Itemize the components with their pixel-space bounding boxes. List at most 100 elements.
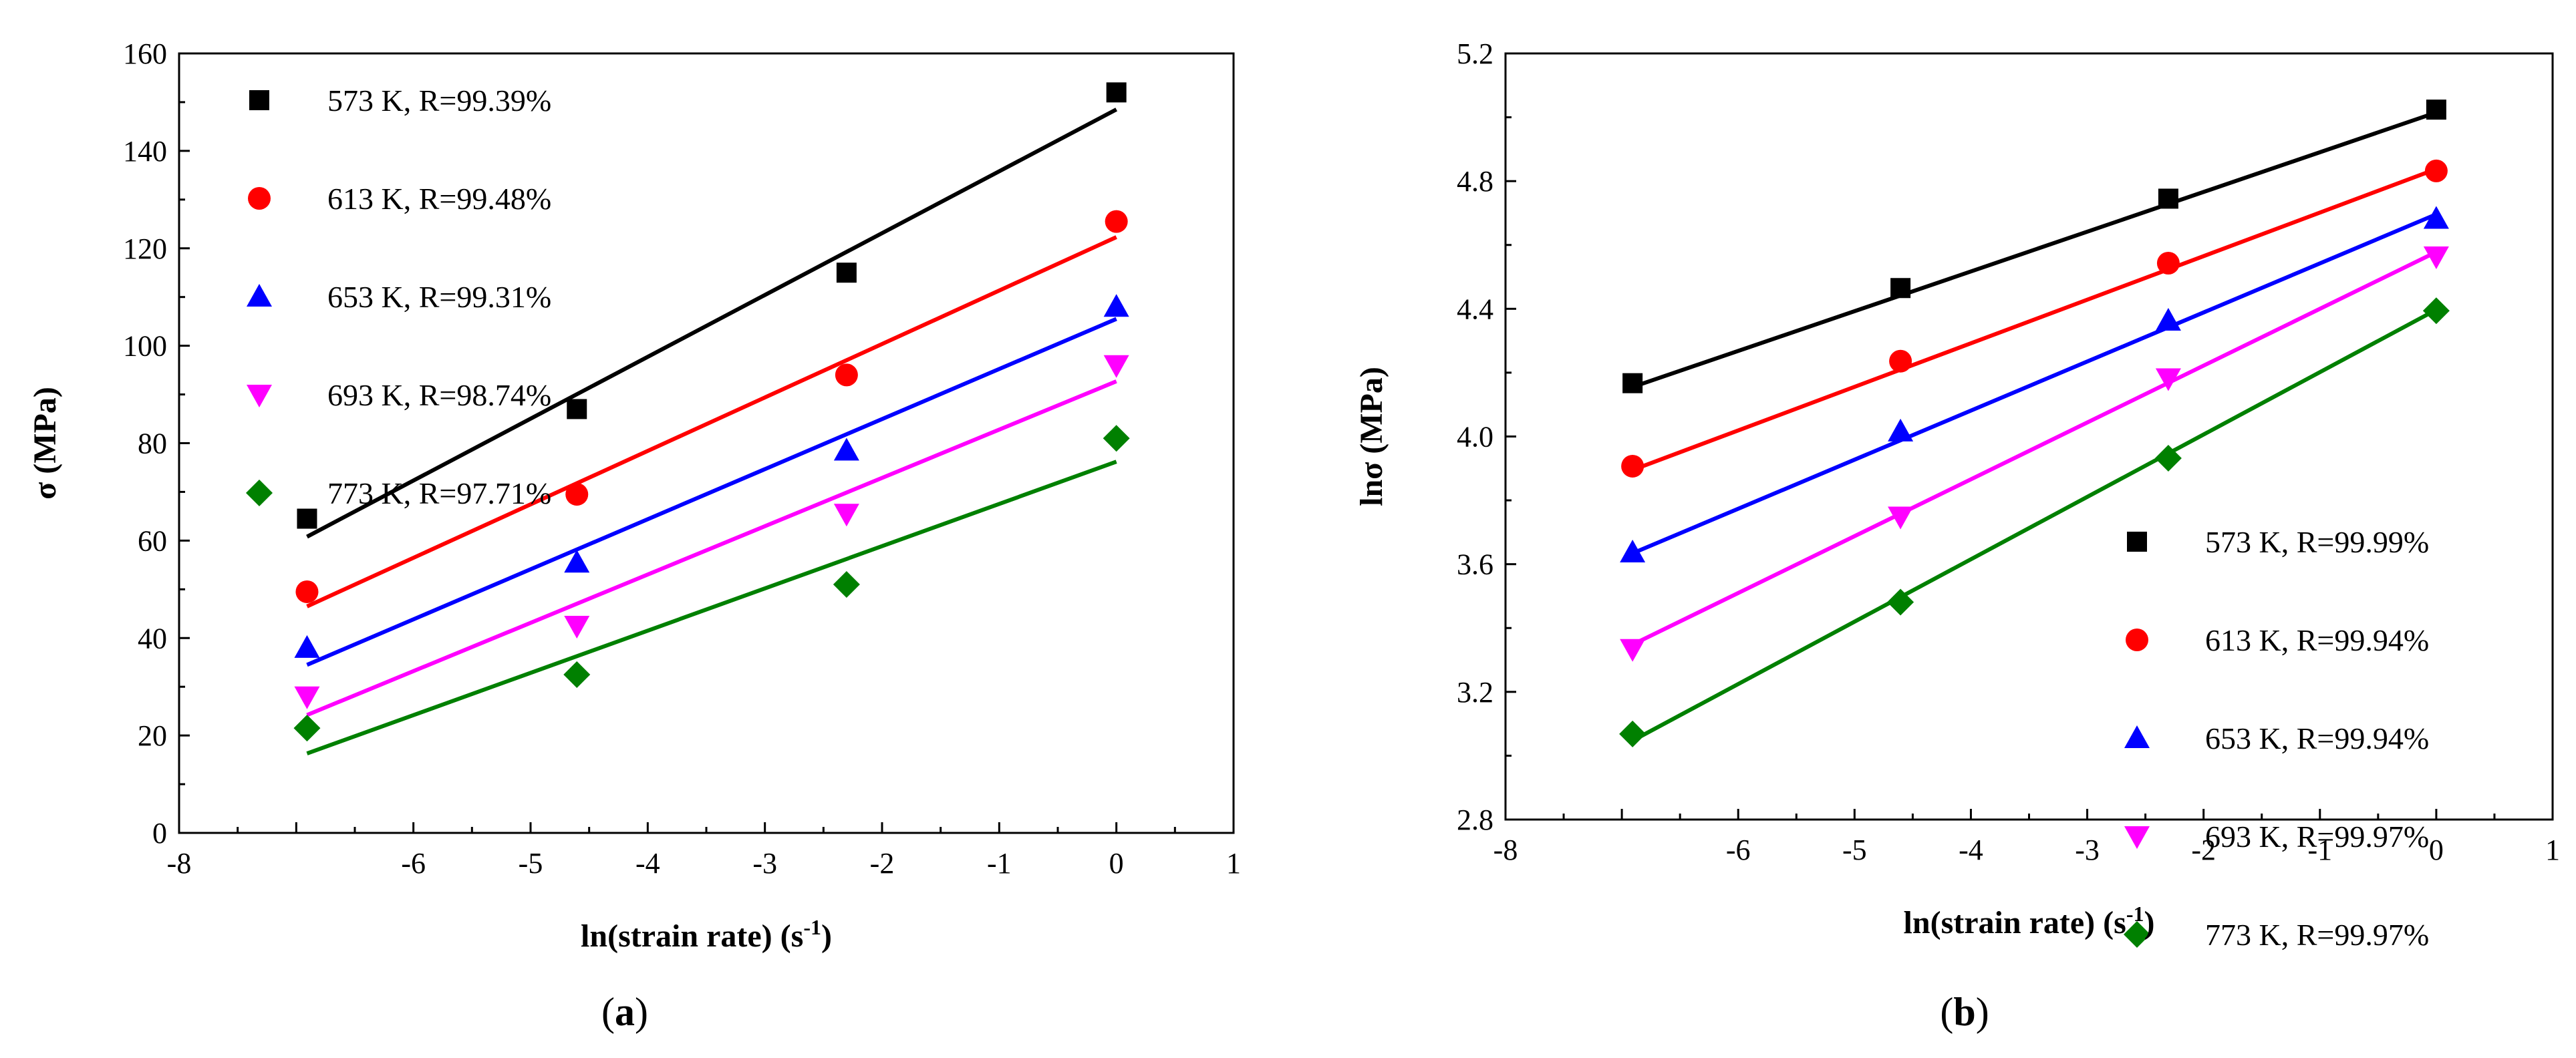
x-tick-label: -8 xyxy=(167,847,192,880)
data-point xyxy=(836,262,857,283)
x-tick-label: -5 xyxy=(519,847,543,880)
legend-label: 613 K, R=99.94% xyxy=(2205,623,2429,657)
data-point xyxy=(1887,588,1914,616)
x-tick-label: -1 xyxy=(2307,834,2332,866)
y-tick-label: 5.2 xyxy=(1457,37,1493,70)
fit-line xyxy=(1631,250,2438,647)
legend-label: 693 K, R=98.74% xyxy=(327,378,551,412)
data-point xyxy=(293,715,321,742)
y-tick-label: 4.0 xyxy=(1457,421,1493,454)
data-point xyxy=(2426,100,2446,120)
x-tick-label: -5 xyxy=(1842,834,1867,866)
series-3 xyxy=(294,355,1129,717)
y-tick-label: 4.4 xyxy=(1457,293,1493,325)
x-tick-label: 1 xyxy=(1226,847,1241,880)
y-axis-label: σ (MPa) xyxy=(27,387,63,500)
legend-label: 693 K, R=99.97% xyxy=(2205,820,2429,854)
x-tick-label: 0 xyxy=(1109,847,1124,880)
x-axis-label-sup: -1 xyxy=(2126,902,2144,926)
x-tick-label: -3 xyxy=(752,847,777,880)
data-point xyxy=(833,504,859,527)
data-point xyxy=(294,635,320,658)
legend-label: 773 K, R=99.97% xyxy=(2205,918,2429,952)
data-point xyxy=(1620,539,1646,562)
legend-marker xyxy=(248,187,271,210)
panel-b-chart: -8 -6 -5 -4 -3 -2 -1 0 1 2.8 3.2 3.6 4.0 4.4 4.8 5.2 573… xyxy=(1354,37,2560,1034)
fit-line xyxy=(306,317,1117,667)
data-point xyxy=(1620,639,1646,662)
data-point xyxy=(295,580,319,603)
data-point xyxy=(2154,444,2182,472)
y-tick-label: 4.8 xyxy=(1457,165,1493,198)
x-tick-label: -4 xyxy=(1959,834,1983,866)
y-tick-label: 120 xyxy=(123,232,167,265)
panel-label-open: ( xyxy=(601,990,615,1034)
series-0 xyxy=(1622,100,2446,393)
data-point xyxy=(1103,355,1129,378)
x-axis-label-main: ln(strain rate) (s xyxy=(581,918,803,954)
y-tick-label: 60 xyxy=(138,524,167,557)
series-0 xyxy=(297,82,1127,539)
legend-marker xyxy=(2127,532,2147,552)
series-4 xyxy=(293,425,1130,755)
data-point xyxy=(1619,720,1647,747)
x-axis-label-tail: ) xyxy=(821,918,832,954)
fit-line xyxy=(306,235,1117,608)
series-1 xyxy=(295,210,1128,608)
y-tick-label: 140 xyxy=(123,135,167,168)
legend-marker xyxy=(2124,725,2150,748)
fit-line xyxy=(1632,110,2437,389)
x-tick-label: -6 xyxy=(401,847,426,880)
y-axis-label: lnσ (MPa) xyxy=(1354,367,1389,506)
y-tick-label: 40 xyxy=(138,622,167,655)
data-point xyxy=(2424,159,2448,182)
fit-line xyxy=(306,460,1117,755)
data-point xyxy=(1889,349,1912,373)
legend-label: 653 K, R=99.31% xyxy=(327,280,551,314)
y-tick-label: 3.2 xyxy=(1457,676,1493,709)
legend-marker xyxy=(2124,921,2150,948)
data-point xyxy=(2422,297,2450,325)
data-point xyxy=(567,399,587,419)
data-point xyxy=(833,437,859,461)
legend-label: 573 K, R=99.39% xyxy=(327,83,551,118)
data-point xyxy=(1105,210,1128,233)
panel-label-letter: a xyxy=(615,990,635,1034)
data-point xyxy=(294,686,320,709)
legend-label: 773 K, R=97.71% xyxy=(327,476,551,510)
panel-a-chart: -8 -6 -5 -4 -3 -2 -1 0 1020406080100120140160573… xyxy=(27,37,1241,1034)
x-tick-label: -2 xyxy=(2191,834,2216,866)
data-point xyxy=(833,571,860,598)
data-point xyxy=(1622,373,1643,393)
panel-label-letter: b xyxy=(1953,990,1975,1034)
series-4 xyxy=(1619,297,2450,747)
legend-marker xyxy=(246,480,273,506)
x-tick-label: -1 xyxy=(987,847,1012,880)
y-tick-label: 80 xyxy=(138,427,167,460)
data-point xyxy=(2423,246,2449,269)
legend-marker xyxy=(247,284,272,307)
legend-label: 613 K, R=99.48% xyxy=(327,182,551,216)
x-axis-label-main: ln(strain rate) (s xyxy=(1904,905,2126,940)
y-tick-label: 100 xyxy=(123,330,167,363)
fit-line xyxy=(1632,167,2437,472)
panel-label: (b) xyxy=(1940,990,1989,1034)
x-tick-label: 1 xyxy=(2545,834,2560,866)
fit-line xyxy=(1631,308,2438,743)
panel-label-open: ( xyxy=(1940,990,1953,1034)
x-tick-label: -4 xyxy=(635,847,660,880)
x-tick-label: -8 xyxy=(1493,834,1518,866)
series-1 xyxy=(1621,159,2448,478)
x-tick-label: -2 xyxy=(870,847,895,880)
fit-line xyxy=(1631,212,2438,556)
data-point xyxy=(2423,206,2449,229)
x-axis-label-tail: ) xyxy=(2144,905,2154,940)
legend-marker xyxy=(2124,826,2150,849)
panel-label: (a) xyxy=(601,990,648,1034)
x-tick-label: 0 xyxy=(2429,834,2444,866)
data-point xyxy=(1888,506,1914,530)
data-point xyxy=(563,661,591,688)
data-point xyxy=(1106,82,1127,103)
legend-label: 573 K, R=99.99% xyxy=(2205,525,2429,559)
